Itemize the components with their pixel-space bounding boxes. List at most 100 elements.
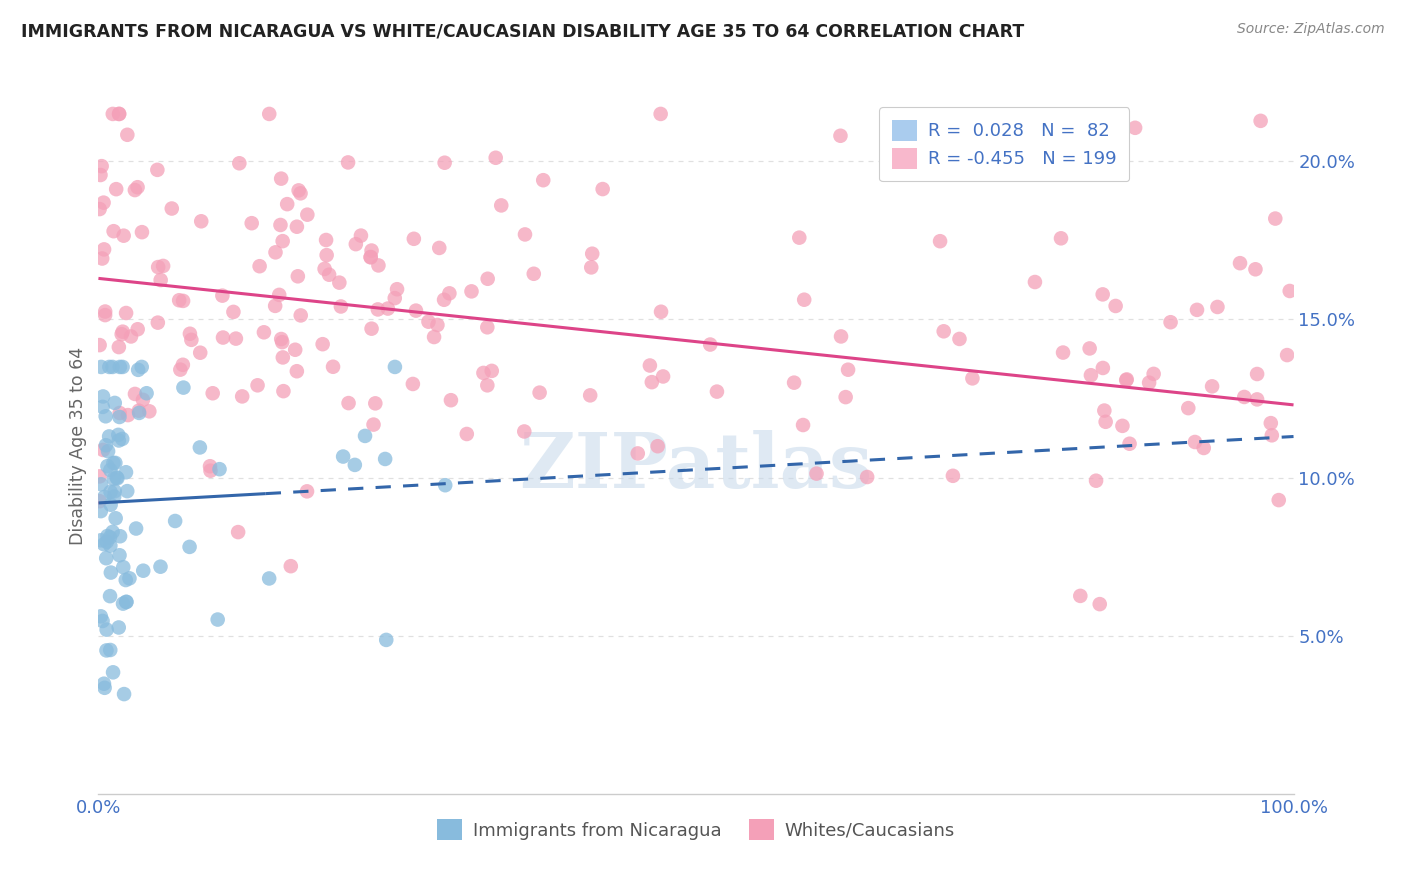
Point (98, 463, 121, 477)
Point (285, 364, 308, 378)
Point (101, 524, 124, 539)
Point (207, 613, 229, 627)
Point (932, 324, 955, 338)
Point (149, 273, 172, 287)
Point (311, 337, 333, 351)
Point (271, 335, 294, 350)
Point (706, 384, 728, 399)
Point (111, 325, 134, 339)
Point (208, 462, 231, 476)
Legend: Immigrants from Nicaragua, Whites/Caucasians: Immigrants from Nicaragua, Whites/Caucas… (430, 813, 962, 847)
Point (423, 330, 446, 344)
Point (638, 359, 661, 373)
Point (172, 381, 194, 395)
Point (93, 490, 115, 504)
Point (374, 452, 396, 467)
Point (332, 450, 354, 464)
Point (120, 329, 142, 343)
Point (942, 468, 965, 483)
Point (91, 389, 114, 403)
Point (1244, 262, 1267, 277)
Point (198, 459, 221, 474)
Point (1115, 372, 1137, 386)
Point (650, 107, 672, 121)
Text: IMMIGRANTS FROM NICARAGUA VS WHITE/CAUCASIAN DISABILITY AGE 35 TO 64 CORRELATION: IMMIGRANTS FROM NICARAGUA VS WHITE/CAUCA… (21, 22, 1025, 40)
Point (132, 392, 155, 407)
Point (112, 228, 135, 243)
Point (228, 156, 250, 170)
Point (1177, 401, 1199, 416)
Point (337, 396, 360, 410)
Point (354, 429, 377, 443)
Point (179, 540, 201, 554)
Point (103, 472, 125, 486)
Point (1085, 474, 1108, 488)
Point (108, 409, 131, 424)
Point (405, 303, 427, 318)
Point (1184, 435, 1206, 450)
Point (433, 155, 456, 169)
Point (89, 202, 111, 216)
Point (1091, 287, 1114, 301)
Point (111, 359, 134, 374)
Point (1246, 392, 1268, 407)
Point (787, 230, 810, 244)
Point (103, 224, 125, 238)
Point (253, 326, 276, 340)
Point (285, 219, 308, 234)
Point (318, 268, 340, 282)
Point (127, 180, 149, 194)
Point (290, 309, 312, 323)
Point (100, 484, 122, 499)
Point (112, 687, 135, 701)
Point (115, 595, 138, 609)
Point (100, 566, 122, 580)
Point (105, 471, 128, 485)
Point (1233, 390, 1256, 404)
Point (1111, 418, 1133, 433)
Point (1201, 379, 1223, 393)
Point (377, 301, 399, 316)
Point (280, 559, 302, 574)
Point (96, 643, 118, 657)
Point (152, 259, 174, 273)
Point (98, 530, 121, 544)
Point (367, 302, 389, 317)
Point (124, 183, 146, 197)
Point (297, 208, 319, 222)
Point (1267, 493, 1289, 508)
Point (456, 427, 478, 442)
Point (101, 665, 124, 680)
Point (200, 464, 222, 478)
Point (98, 589, 121, 603)
Point (1024, 275, 1046, 289)
Point (115, 465, 138, 479)
Point (111, 597, 134, 611)
Point (1275, 348, 1298, 362)
Point (426, 318, 449, 332)
Point (1206, 300, 1229, 314)
Point (108, 529, 131, 543)
Point (91, 252, 114, 266)
Point (402, 376, 425, 391)
Point (837, 362, 859, 376)
Point (314, 261, 336, 276)
Y-axis label: Disability Age 35 to 64: Disability Age 35 to 64 (69, 347, 87, 545)
Point (477, 320, 499, 334)
Point (477, 272, 499, 286)
Point (125, 522, 148, 536)
Point (104, 396, 127, 410)
Point (114, 573, 136, 587)
Point (90, 609, 112, 624)
Point (257, 571, 280, 585)
Point (188, 441, 211, 455)
Point (96, 529, 118, 543)
Point (160, 202, 183, 216)
Point (103, 490, 125, 504)
Point (93, 243, 115, 257)
Point (104, 484, 127, 499)
Point (287, 269, 309, 284)
Point (115, 306, 138, 320)
Point (180, 333, 202, 347)
Point (1091, 361, 1114, 376)
